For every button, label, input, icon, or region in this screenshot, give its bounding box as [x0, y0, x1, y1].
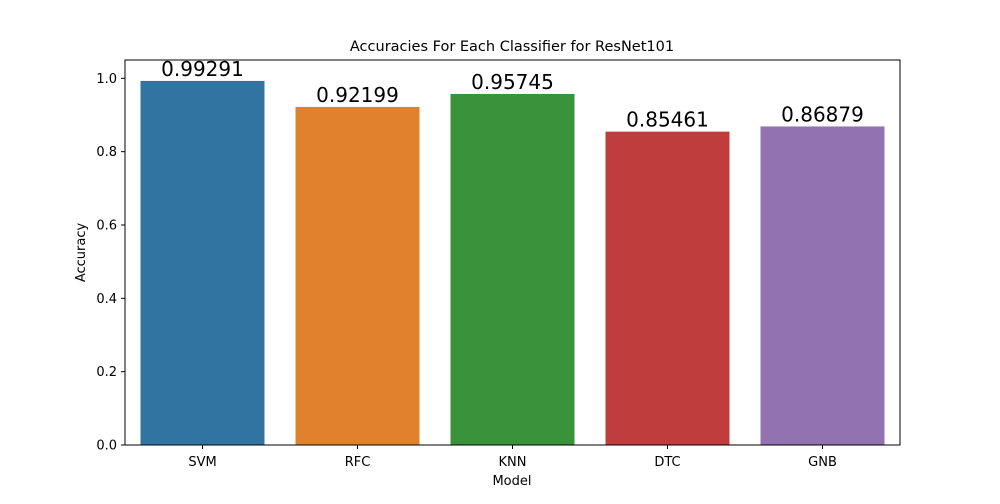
value-label-knn: 0.95745 — [471, 70, 554, 94]
y-tick-label: 0.2 — [96, 365, 117, 380]
x-axis: SVM RFC KNN DTC GNB — [188, 445, 837, 470]
x-tick-label-knn: KNN — [499, 455, 527, 470]
value-labels-group: 0.99291 0.92199 0.95745 0.85461 0.86879 — [161, 57, 864, 132]
chart-title: Accuracies For Each Classifier for ResNe… — [350, 39, 674, 55]
x-tick-label-rfc: RFC — [345, 455, 371, 470]
x-tick-label-gnb: GNB — [808, 455, 837, 470]
value-label-rfc: 0.92199 — [316, 83, 399, 107]
bar-rfc — [295, 106, 420, 445]
y-tick-label: 1.0 — [96, 72, 117, 87]
bar-knn — [450, 93, 575, 445]
y-tick-label: 0.8 — [96, 145, 117, 160]
value-label-dtc: 0.85461 — [626, 108, 709, 132]
plot-frame — [124, 59, 901, 446]
value-label-svm: 0.99291 — [161, 57, 244, 81]
x-tick-label-svm: SVM — [188, 455, 216, 470]
y-axis-label: Accuracy — [74, 223, 89, 283]
x-axis-label: Model — [492, 474, 531, 489]
bar-gnb — [760, 126, 885, 445]
bar-svm — [140, 80, 265, 446]
y-tick-label: 0.0 — [96, 439, 117, 454]
value-label-gnb: 0.86879 — [781, 102, 864, 126]
bars-group — [140, 80, 885, 446]
y-tick-label: 0.4 — [96, 292, 117, 307]
x-tick-label-dtc: DTC — [654, 455, 680, 470]
bar-dtc — [605, 131, 730, 445]
y-tick-label: 0.6 — [96, 219, 117, 234]
y-axis: 0.0 0.2 0.4 0.6 0.8 1.0 — [96, 72, 125, 454]
